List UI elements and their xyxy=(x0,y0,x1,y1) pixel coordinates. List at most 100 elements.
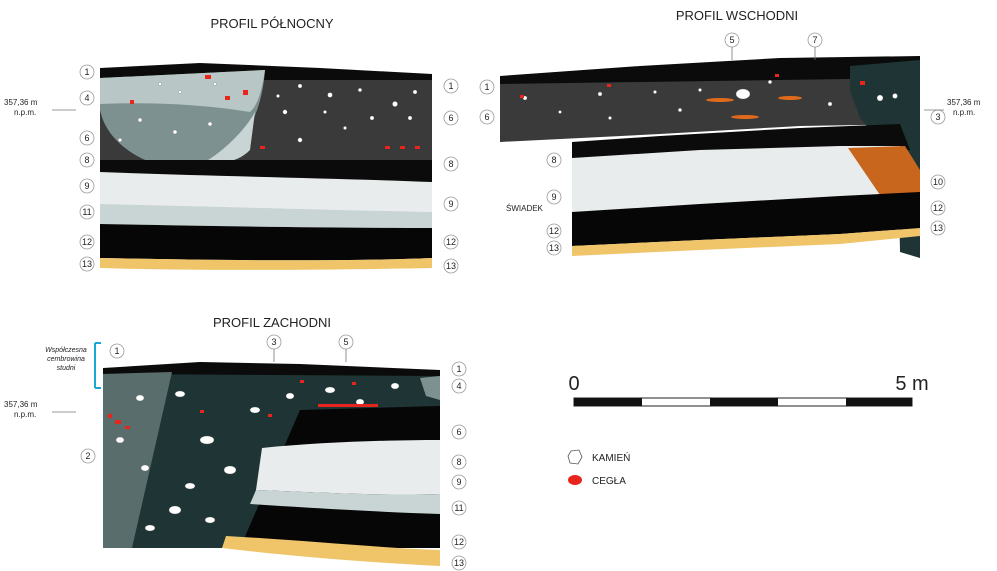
scale-bar: 0 5 m xyxy=(568,373,929,407)
west-top-labels: 1 3 5 xyxy=(109,334,354,362)
profile-west-title: PROFIL ZACHODNI xyxy=(213,315,331,330)
scale-start-label: 0 xyxy=(568,373,579,395)
east-layer-6 xyxy=(500,78,920,142)
north-layer-11 xyxy=(100,204,432,228)
svg-text:13: 13 xyxy=(933,223,943,233)
east-left-labels: 1 6 8 9 12 13 ŚWIADEK xyxy=(479,79,562,256)
svg-text:5: 5 xyxy=(729,35,734,45)
east-elevation: 357,36 m n.p.m. xyxy=(924,98,981,117)
west-layer-9-gravel xyxy=(256,440,440,495)
north-layer-13-sand xyxy=(100,258,432,270)
svg-text:11: 11 xyxy=(454,503,463,513)
svg-text:6: 6 xyxy=(84,133,89,143)
north-stones xyxy=(118,82,418,143)
svg-text:1: 1 xyxy=(114,346,119,356)
svg-text:10: 10 xyxy=(933,177,943,187)
west-right-labels: 1 4 6 8 9 11 12 13 xyxy=(451,361,467,571)
west-elevation: 357,36 m n.p.m. xyxy=(4,400,76,419)
profile-north-title: PROFIL PÓŁNOCNY xyxy=(210,16,333,31)
svg-text:13: 13 xyxy=(82,259,92,269)
svg-text:8: 8 xyxy=(84,155,89,165)
svg-text:9: 9 xyxy=(456,477,461,487)
svg-text:13: 13 xyxy=(446,261,456,271)
svg-text:8: 8 xyxy=(448,159,453,169)
east-bricks xyxy=(520,74,865,98)
legend-item-stone: KAMIEŃ xyxy=(567,449,630,465)
north-bricks xyxy=(130,75,420,149)
svg-text:3: 3 xyxy=(271,337,276,347)
svg-text:n.p.m.: n.p.m. xyxy=(14,410,36,419)
west-well-bracket xyxy=(94,342,101,389)
svg-text:Współczesna: Współczesna xyxy=(45,347,87,354)
svg-text:12: 12 xyxy=(446,237,456,247)
north-pit-4-upper xyxy=(100,70,265,112)
svg-text:9: 9 xyxy=(448,199,453,209)
east-orange-lenses xyxy=(706,96,802,119)
svg-text:1: 1 xyxy=(448,81,453,91)
east-layer-1-topsoil xyxy=(500,56,920,86)
brick-icon xyxy=(568,475,582,485)
svg-text:8: 8 xyxy=(551,155,556,165)
svg-text:1: 1 xyxy=(484,82,489,92)
svg-text:7: 7 xyxy=(812,35,817,45)
svg-text:3: 3 xyxy=(935,112,940,122)
svg-text:cembrowina: cembrowina xyxy=(47,356,85,363)
east-layer-13-sand xyxy=(572,228,920,256)
east-layer-10-orange xyxy=(848,146,920,195)
svg-text:5: 5 xyxy=(343,337,348,347)
svg-text:4: 4 xyxy=(84,93,89,103)
legend: KAMIEŃ CEGŁA xyxy=(567,449,630,487)
east-layer-9-gravel xyxy=(572,146,905,214)
east-right-labels: 3 10 12 13 xyxy=(930,109,946,236)
svg-text:6: 6 xyxy=(484,112,489,122)
svg-text:6: 6 xyxy=(456,427,461,437)
profile-east-title: PROFIL WSCHODNI xyxy=(676,8,798,23)
west-layer-1-topsoil xyxy=(103,362,440,378)
scale-end-label: 5 m xyxy=(895,373,928,395)
west-well-block xyxy=(420,376,440,400)
svg-text:n.p.m.: n.p.m. xyxy=(953,108,975,117)
svg-text:357,36 m: 357,36 m xyxy=(947,98,981,107)
svg-text:9: 9 xyxy=(84,181,89,191)
svg-text:357,36 m: 357,36 m xyxy=(4,98,38,107)
north-left-labels: 1 4 6 8 9 11 12 13 xyxy=(79,64,95,272)
svg-text:1: 1 xyxy=(456,364,461,374)
svg-text:13: 13 xyxy=(549,243,559,253)
svg-text:13: 13 xyxy=(454,558,464,568)
svg-text:studni: studni xyxy=(57,365,76,372)
west-layer-13-sand xyxy=(222,536,440,566)
svg-text:11: 11 xyxy=(82,207,91,217)
north-layer-12 xyxy=(100,224,432,261)
west-left-labels: 2 xyxy=(80,448,96,464)
legend-item-brick: CEGŁA xyxy=(568,475,626,487)
svg-text:n.p.m.: n.p.m. xyxy=(14,108,36,117)
profile-east: PROFIL WSCHODNI 5 7 1 xyxy=(479,8,981,258)
svg-text:CEGŁA: CEGŁA xyxy=(592,476,626,487)
west-bricks xyxy=(108,380,378,429)
svg-text:9: 9 xyxy=(551,192,556,202)
svg-text:12: 12 xyxy=(933,203,943,213)
svg-text:6: 6 xyxy=(448,113,453,123)
profile-north: PROFIL PÓŁNOCNY 1 4 6 8 9 xyxy=(4,16,459,274)
svg-text:4: 4 xyxy=(456,381,461,391)
svg-text:357,36 m: 357,36 m xyxy=(4,400,38,409)
north-layer-9-gravel xyxy=(100,172,432,212)
svg-text:1: 1 xyxy=(84,67,89,77)
east-layer-12 xyxy=(572,192,920,246)
north-elevation: 357,36 m n.p.m. xyxy=(4,98,76,117)
svg-text:2: 2 xyxy=(85,451,90,461)
west-layer-11 xyxy=(250,490,440,514)
north-right-labels: 1 6 8 9 12 13 xyxy=(443,78,459,274)
svg-text:8: 8 xyxy=(456,457,461,467)
west-well-note: Współczesna cembrowina studni xyxy=(45,347,87,372)
profile-west: PROFIL ZACHODNI Współczesna xyxy=(4,315,467,571)
west-layer-2-grey xyxy=(103,372,172,548)
stone-icon xyxy=(567,449,583,465)
east-witness-label: ŚWIADEK xyxy=(506,204,544,213)
svg-text:12: 12 xyxy=(549,226,559,236)
svg-text:12: 12 xyxy=(82,237,92,247)
west-stones xyxy=(115,382,400,532)
east-top-labels: 5 7 xyxy=(724,32,823,60)
svg-text:KAMIEŃ: KAMIEŃ xyxy=(592,451,630,464)
